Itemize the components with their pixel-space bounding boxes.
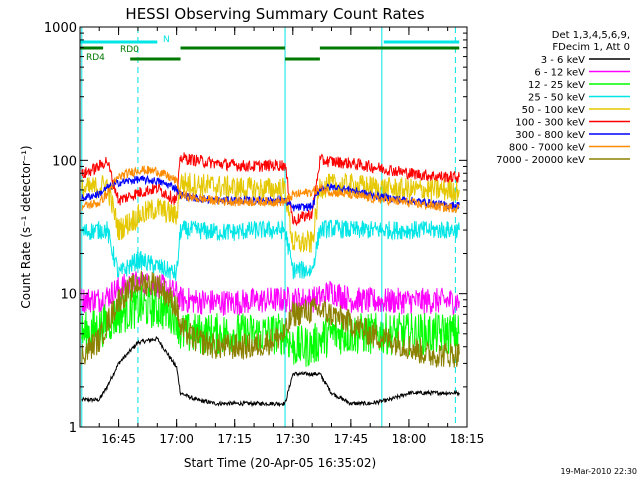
- axes: 16:45 17:00 17:15 17:30 17:45 18:00 18:15 1 10 10…: [44, 21, 484, 446]
- x-tick-label: 16:45: [101, 432, 136, 446]
- y-tick-label: 100: [52, 154, 77, 169]
- chart-title: HESSI Observing Summary Count Rates: [125, 5, 424, 23]
- flag-label-n: N: [163, 35, 170, 45]
- legend-entry-label: 6 - 12 keV: [534, 68, 585, 79]
- flag-label-rd0: RD0: [120, 45, 139, 55]
- legend-entry-label: 100 - 300 keV: [515, 118, 585, 129]
- x-tick-label: 17:00: [159, 432, 194, 446]
- legend-entry-label: 7000 - 20000 keV: [496, 155, 585, 166]
- timestamp-label: 19-Mar-2010 22:30: [561, 467, 638, 476]
- legend-entry-label: 25 - 50 keV: [528, 93, 585, 104]
- y-tick-label: 10: [60, 288, 77, 303]
- series-line-3: [81, 219, 460, 281]
- legend-entry-label: 300 - 800 keV: [515, 130, 585, 141]
- y-axis-label: Count Rate (s⁻¹ detector⁻¹): [19, 145, 33, 308]
- y-tick-label: 1: [69, 421, 77, 436]
- x-tick-label: 17:15: [217, 432, 252, 446]
- legend-entry-label: 50 - 100 keV: [522, 105, 586, 116]
- series-lines: [81, 152, 460, 408]
- legend-header-line: Det 1,3,4,5,6,9,: [552, 30, 630, 41]
- x-axis-label: Start Time (20-Apr-05 16:35:02): [184, 456, 376, 470]
- x-tick-label: 17:45: [334, 432, 369, 446]
- series-line-6: [81, 174, 460, 212]
- legend-entry-label: 800 - 7000 keV: [509, 143, 585, 154]
- legend-entry-label: 3 - 6 keV: [541, 55, 585, 66]
- series-line-0: [81, 335, 460, 408]
- y-tick-label: 1000: [44, 21, 77, 36]
- x-tick-label: 18:15: [450, 432, 485, 446]
- flag-label-rd4: RD4: [86, 53, 105, 63]
- state-segments: N RD0 RD4: [80, 35, 460, 63]
- legend-entry-label: 12 - 25 keV: [528, 80, 585, 91]
- legend-header-line: FDecim 1, Att 0: [552, 42, 630, 53]
- series-line-8: [81, 270, 460, 368]
- x-tick-label: 17:30: [275, 432, 310, 446]
- series-line-5: [81, 152, 460, 227]
- x-tick-label: 18:00: [392, 432, 427, 446]
- legend: Det 1,3,4,5,6,9,FDecim 1, Att 0 3 - 6 keV…: [496, 30, 630, 166]
- series-line-4: [81, 172, 460, 253]
- series-line-7: [81, 165, 460, 214]
